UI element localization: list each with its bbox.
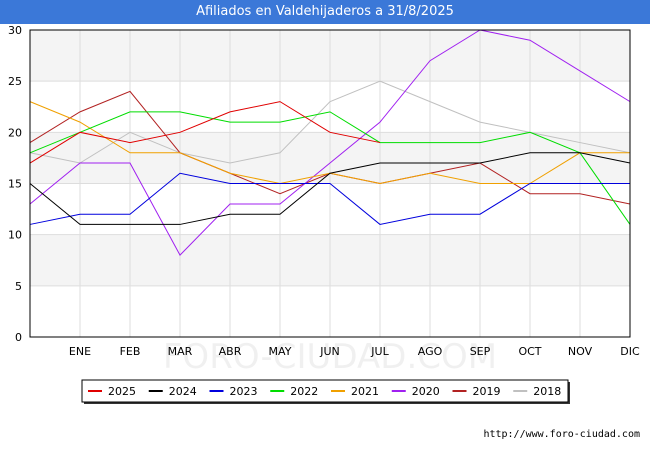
x-tick-label: DIC bbox=[620, 345, 640, 358]
x-tick-label: AGO bbox=[418, 345, 443, 358]
legend-label-2024: 2024 bbox=[169, 385, 197, 398]
legend-label-2019: 2019 bbox=[473, 385, 501, 398]
source-url[interactable]: http://www.foro-ciudad.com bbox=[483, 429, 640, 440]
y-tick-label: 25 bbox=[8, 75, 22, 88]
legend-label-2025: 2025 bbox=[108, 385, 136, 398]
x-tick-label: OCT bbox=[518, 345, 541, 358]
series-line-2024 bbox=[29, 152, 631, 225]
series-line-2025 bbox=[29, 101, 381, 164]
y-tick-label: 15 bbox=[8, 178, 22, 191]
legend-box bbox=[81, 379, 569, 403]
x-tick-label: JUL bbox=[370, 345, 389, 358]
y-tick-label: 30 bbox=[8, 24, 22, 37]
y-tick-label: 20 bbox=[8, 126, 22, 139]
legend-label-2021: 2021 bbox=[351, 385, 379, 398]
y-tick-label: 0 bbox=[15, 331, 22, 344]
x-tick-label: MAY bbox=[269, 345, 292, 358]
x-tick-label: ENE bbox=[69, 345, 91, 358]
series-line-2020 bbox=[29, 29, 631, 256]
legend-label-2018: 2018 bbox=[533, 385, 561, 398]
x-tick-label: JUN bbox=[319, 345, 340, 358]
legend-label-2023: 2023 bbox=[230, 385, 258, 398]
x-tick-label: MAR bbox=[168, 345, 193, 358]
y-tick-label: 10 bbox=[8, 229, 22, 242]
x-tick-label: SEP bbox=[470, 345, 491, 358]
watermark-text: FORO-CIUDAD.COM bbox=[163, 337, 497, 377]
x-tick-label: ABR bbox=[219, 345, 242, 358]
y-tick-label: 5 bbox=[15, 280, 22, 293]
series-line-2022 bbox=[29, 111, 631, 225]
legend-label-2022: 2022 bbox=[290, 385, 318, 398]
x-tick-label: NOV bbox=[568, 345, 593, 358]
x-tick-label: FEB bbox=[120, 345, 141, 358]
series-line-2023 bbox=[29, 172, 630, 225]
legend-label-2020: 2020 bbox=[412, 385, 440, 398]
chart-title: Afiliados en Valdehijaderos a 31/8/2025 bbox=[0, 0, 650, 24]
